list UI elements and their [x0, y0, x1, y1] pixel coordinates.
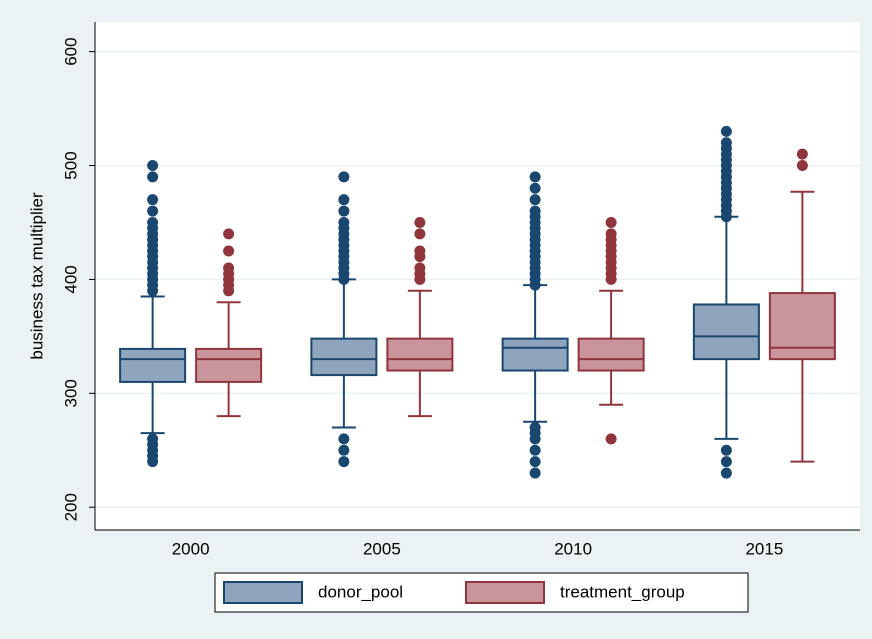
y-axis-label: business tax multiplier	[27, 192, 46, 360]
outlier	[414, 216, 426, 228]
outlier	[147, 160, 159, 172]
outlier	[720, 125, 732, 137]
outlier	[414, 262, 426, 274]
y-tick-label: 600	[61, 37, 80, 65]
outlier	[338, 456, 350, 468]
outlier	[529, 456, 541, 468]
legend-swatch	[465, 581, 545, 604]
outlier	[529, 444, 541, 456]
outlier	[720, 137, 732, 149]
x-tick-label: 2015	[745, 539, 783, 558]
x-tick-label: 2010	[554, 539, 592, 558]
outlier	[605, 433, 617, 445]
outlier	[147, 205, 159, 217]
outlier	[529, 182, 541, 194]
outlier	[223, 228, 235, 240]
y-tick-label: 400	[61, 265, 80, 293]
outlier	[338, 171, 350, 183]
outlier	[147, 433, 159, 445]
outlier	[338, 433, 350, 445]
outlier	[720, 456, 732, 468]
box	[119, 347, 187, 383]
outlier	[605, 228, 617, 240]
y-tick-label: 200	[61, 493, 80, 521]
y-tick-label: 300	[61, 379, 80, 407]
legend-label: treatment_group	[560, 582, 685, 601]
box	[386, 337, 454, 372]
outlier	[223, 262, 235, 274]
outlier	[529, 194, 541, 206]
outlier	[529, 205, 541, 217]
outlier	[796, 148, 808, 160]
plot-area	[95, 22, 860, 530]
outlier	[147, 194, 159, 206]
outlier	[147, 171, 159, 183]
outlier	[605, 216, 617, 228]
x-tick-label: 2000	[172, 539, 210, 558]
outlier	[223, 245, 235, 257]
box	[310, 337, 378, 377]
outlier	[796, 160, 808, 172]
y-tick-label: 500	[61, 151, 80, 179]
outlier	[720, 467, 732, 479]
outlier	[338, 205, 350, 217]
box	[195, 347, 263, 383]
x-tick-label: 2005	[363, 539, 401, 558]
outlier	[529, 171, 541, 183]
box	[501, 337, 569, 372]
box	[768, 292, 836, 361]
outlier	[414, 245, 426, 257]
outlier	[147, 216, 159, 228]
outlier	[338, 194, 350, 206]
box	[692, 303, 760, 361]
legend-label: donor_pool	[318, 582, 403, 601]
outlier	[414, 228, 426, 240]
outlier	[338, 216, 350, 228]
outlier	[529, 467, 541, 479]
legend-swatch	[223, 581, 303, 604]
outlier	[720, 444, 732, 456]
box	[577, 337, 645, 372]
outlier	[529, 421, 541, 433]
outlier	[338, 444, 350, 456]
